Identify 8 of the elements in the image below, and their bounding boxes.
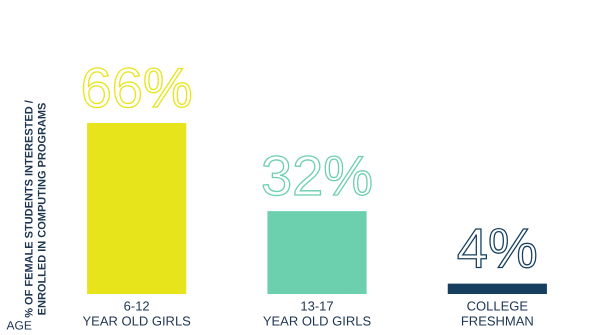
- data-label: 66%: [80, 56, 193, 119]
- x-axis-title: AGE: [6, 318, 32, 332]
- x-tick-label: 6-12 YEAR OLD GIRLS: [82, 298, 192, 328]
- y-axis-title: % OF FEMALE STUDENTS INTERESTED / ENROLLED IN COMPUTING PROGRAMS: [24, 100, 48, 318]
- x-tick-label: COLLEGE FRESHMAN: [460, 298, 534, 328]
- data-label: 32%: [260, 144, 374, 208]
- x-tick-label: 13-17 YEAR OLD GIRLS: [262, 298, 372, 328]
- data-label: 4%: [456, 216, 538, 280]
